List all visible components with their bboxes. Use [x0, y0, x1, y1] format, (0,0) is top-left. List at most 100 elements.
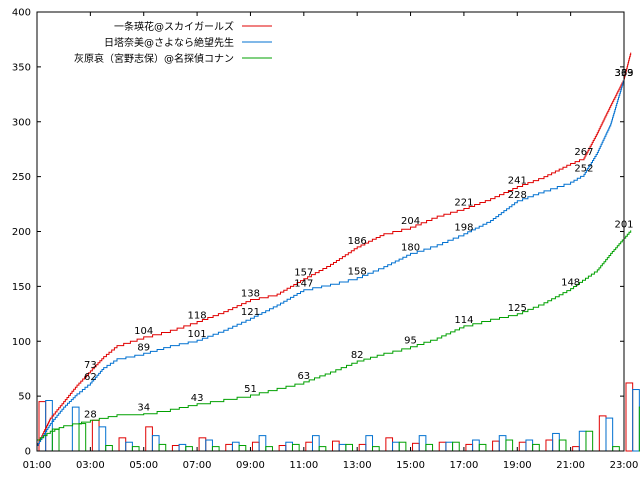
- hourly-bar: [205, 439, 213, 452]
- hourly-bar: [265, 446, 273, 452]
- hourly-bar: [632, 389, 640, 452]
- data-label: 125: [508, 303, 527, 314]
- hourly-bar: [118, 437, 127, 452]
- hourly-bar: [392, 441, 400, 452]
- data-label: 118: [188, 310, 207, 321]
- hourly-bar: [418, 435, 427, 452]
- hourly-bar: [225, 443, 233, 452]
- hourly-bar: [492, 440, 500, 452]
- y-tick-label: 50: [18, 392, 31, 403]
- x-tick-label: 19:00: [503, 460, 532, 471]
- data-label: 221: [454, 197, 473, 208]
- hourly-bar: [498, 435, 507, 452]
- hourly-bar: [291, 443, 300, 452]
- hourly-bar: [585, 430, 594, 452]
- hourly-bar: [452, 441, 460, 452]
- data-label: 138: [241, 289, 260, 300]
- legend-label: 灰原哀（宮野志保）@名探偵コナン: [74, 52, 234, 65]
- data-label: 204: [401, 216, 420, 227]
- hourly-bar: [518, 441, 527, 452]
- data-label: 73: [84, 360, 97, 371]
- hourly-bar: [171, 445, 180, 452]
- y-tick-label: 100: [12, 337, 31, 348]
- hourly-bar: [578, 430, 587, 452]
- hourly-bar: [238, 445, 247, 452]
- y-tick-label: 350: [12, 62, 31, 73]
- hourly-bar: [625, 382, 634, 452]
- data-label: 252: [574, 163, 593, 174]
- data-label: 148: [561, 278, 580, 289]
- x-tick-label: 23:00: [610, 460, 639, 471]
- hourly-bar: [445, 441, 454, 452]
- hourly-bar: [91, 419, 100, 452]
- x-tick-label: 11:00: [289, 460, 318, 471]
- hourly-bar: [385, 437, 394, 452]
- data-label: 104: [134, 326, 153, 337]
- hourly-bar: [345, 443, 354, 452]
- y-tick-label: 250: [12, 172, 31, 183]
- hourly-bar: [125, 441, 133, 452]
- hourly-bar: [51, 428, 60, 452]
- data-label: 34: [137, 403, 150, 414]
- hourly-bar: [525, 439, 534, 452]
- y-tick-label: 150: [12, 282, 31, 293]
- hourly-bar: [211, 446, 220, 452]
- data-label: 198: [454, 223, 473, 234]
- data-label: 28: [84, 409, 97, 420]
- hourly-bar: [552, 432, 560, 452]
- data-label: 114: [454, 315, 473, 326]
- hourly-bar: [472, 439, 480, 452]
- hourly-bar: [398, 441, 407, 452]
- data-label: 63: [297, 371, 310, 382]
- data-label: 51: [244, 384, 257, 395]
- data-label: 43: [191, 393, 204, 404]
- hourly-bar: [158, 443, 167, 452]
- series-line: [37, 230, 632, 441]
- hourly-bar: [178, 443, 187, 452]
- data-label: 95: [404, 336, 417, 347]
- x-tick-label: 05:00: [129, 460, 158, 471]
- hourly-bar: [198, 437, 207, 452]
- y-tick-label: 0: [25, 447, 31, 458]
- hourly-bar: [478, 443, 487, 452]
- x-tick-label: 07:00: [183, 460, 212, 471]
- hourly-bar: [185, 446, 193, 452]
- plot-frame: [36, 11, 625, 452]
- data-label: 62: [84, 372, 97, 383]
- hourly-bar: [365, 435, 374, 452]
- hourly-bar: [358, 443, 367, 452]
- series-lines-layer: [37, 52, 632, 446]
- hourly-bar: [558, 439, 567, 452]
- hourly-bar: [98, 426, 107, 452]
- hourly-bar: [638, 406, 640, 452]
- hourly-bar: [78, 423, 87, 452]
- hourly-bar: [251, 441, 260, 452]
- data-label: 158: [348, 267, 367, 278]
- x-tick-label: 09:00: [236, 460, 265, 471]
- data-label: 180: [401, 242, 420, 253]
- hourly-bar: [372, 446, 380, 452]
- hourly-bar: [532, 443, 540, 452]
- series-line: [37, 52, 632, 446]
- hourly-bar: [332, 440, 340, 452]
- hourly-bar: [131, 446, 140, 452]
- hourly-bar: [505, 439, 514, 452]
- hourly-bar: [311, 435, 320, 452]
- hourly-bar: [151, 435, 160, 452]
- data-label: 89: [137, 342, 150, 353]
- hourly-bar: [572, 446, 580, 452]
- hourly-bar: [338, 443, 347, 452]
- y-tick-label: 300: [12, 117, 31, 128]
- hourly-bar: [598, 415, 607, 452]
- y-tick-label: 200: [12, 227, 31, 238]
- data-label: 101: [188, 329, 207, 340]
- x-tick-label: 17:00: [449, 460, 478, 471]
- hourly-bar: [38, 401, 47, 452]
- hourly-bar: [438, 441, 447, 452]
- hourly-bar: [612, 446, 620, 452]
- data-label: 228: [508, 190, 527, 201]
- hourly-bar: [278, 445, 287, 452]
- hourly-bar: [318, 446, 327, 452]
- hourly-bar: [605, 417, 614, 452]
